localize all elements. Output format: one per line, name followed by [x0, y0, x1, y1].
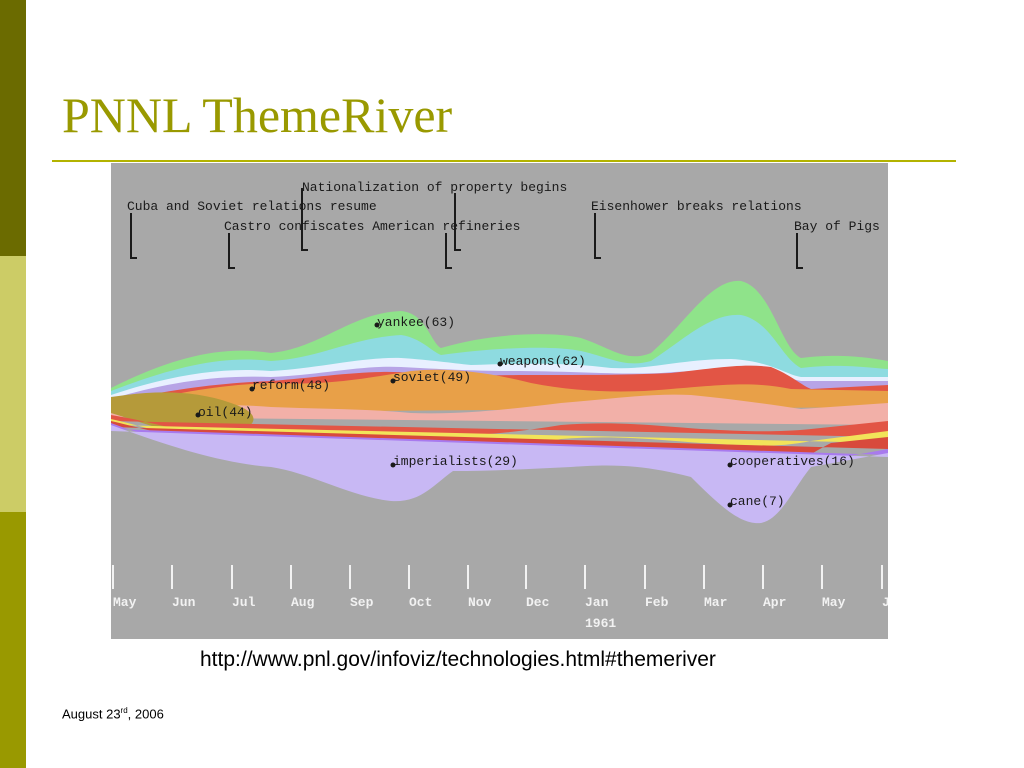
theme-label-reform: reform(48) — [252, 378, 330, 393]
title-rule — [52, 160, 956, 162]
month-ticks — [112, 565, 883, 589]
month-label-aug: Aug — [291, 595, 315, 610]
band-pink — [111, 394, 888, 425]
month-label-dec: Dec — [526, 595, 550, 610]
theme-markers — [195, 322, 733, 508]
slide-title: PNNL ThemeRiver — [62, 87, 453, 143]
theme-label-weapons: weapons(62) — [500, 354, 586, 369]
date-tail: , 2006 — [127, 706, 164, 722]
left-bar-dark — [0, 0, 26, 256]
month-label-jun: Jun — [172, 595, 196, 610]
left-bar-olive — [0, 512, 26, 768]
event-cuba-soviet: Cuba and Soviet relations resume — [127, 199, 377, 214]
date-main: August 23 — [62, 706, 121, 722]
month-label-nov: Nov — [468, 595, 492, 610]
month-label-mar: Mar — [704, 595, 727, 610]
theme-label-oil: oil(44) — [198, 405, 253, 420]
source-url: http://www.pnl.gov/infoviz/technologies.… — [200, 648, 716, 671]
month-label-jul: Jul — [232, 595, 256, 610]
month-label-apr: Apr — [763, 595, 786, 610]
theme-label-cane: cane(7) — [730, 494, 785, 509]
month-label-feb: Feb — [645, 595, 669, 610]
event-nationalization: Nationalization of property begins — [302, 180, 567, 195]
event-eisenhower: Eisenhower breaks relations — [591, 199, 802, 214]
month-label-j: J — [882, 595, 888, 610]
month-label-may: May — [113, 595, 137, 610]
event-castro-refineries: Castro confiscates American refineries — [224, 219, 520, 234]
date-ordinal: rd — [120, 706, 128, 715]
theme-label-yankee: yankee(63) — [377, 315, 455, 330]
band-lavender-edge — [111, 425, 888, 524]
theme-label-imperialists: imperialists(29) — [393, 454, 518, 469]
month-label-oct: Oct — [409, 595, 432, 610]
event-bay-of-pigs: Bay of Pigs — [794, 219, 880, 234]
theme-label-soviet: soviet(49) — [393, 370, 471, 385]
left-bar-light — [0, 256, 26, 512]
month-label-sep: Sep — [350, 595, 374, 610]
theme-label-cooperatives: cooperatives(16) — [730, 454, 855, 469]
month-label-may-2: May — [822, 595, 846, 610]
themeriver-figure: Nationalization of property begins Cuba … — [111, 163, 888, 639]
themeriver-svg: Nationalization of property begins Cuba … — [111, 180, 888, 631]
event-brackets — [130, 188, 803, 269]
year-label: 1961 — [585, 616, 616, 631]
slide-date: August 23rd, 2006 — [62, 706, 164, 721]
month-label-jan: Jan — [585, 595, 609, 610]
